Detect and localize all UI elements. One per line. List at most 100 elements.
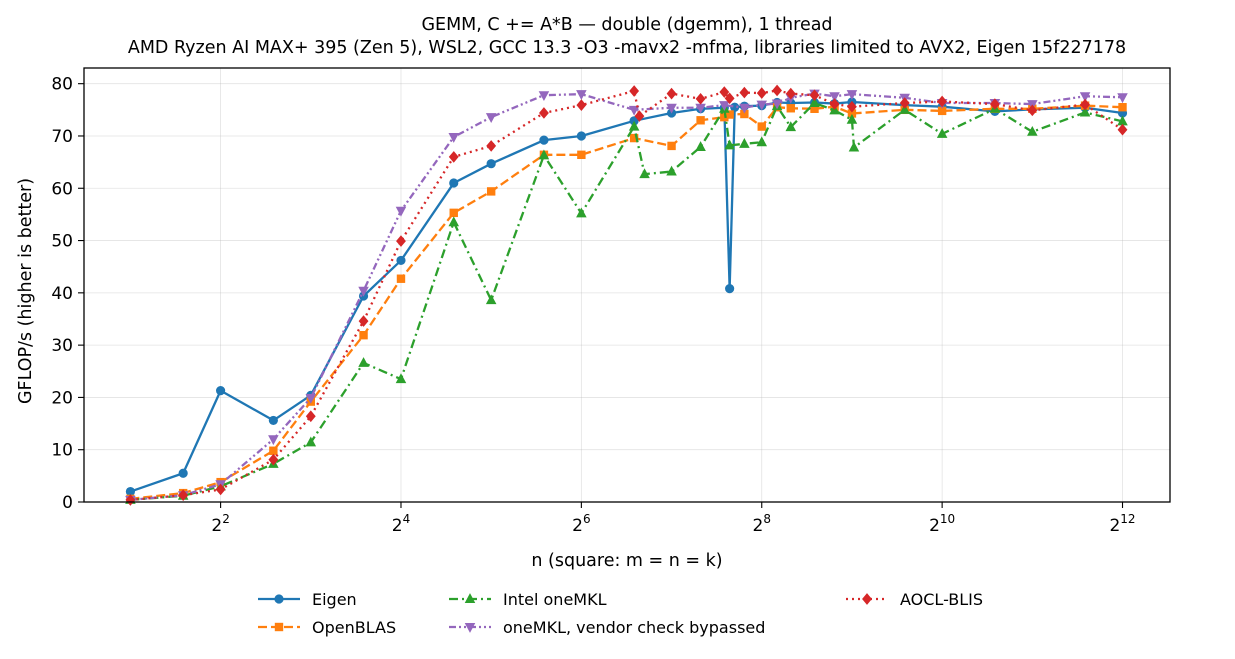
data-point — [666, 87, 677, 100]
y-tick-label: 80 — [51, 75, 73, 95]
data-point — [358, 315, 369, 327]
data-point — [899, 103, 910, 114]
data-point — [358, 357, 369, 367]
data-point — [724, 139, 735, 150]
data-point — [1080, 98, 1091, 111]
data-point — [539, 135, 549, 145]
legend-label: OpenBLAS — [312, 618, 396, 637]
legend-entry: OpenBLAS — [258, 618, 396, 637]
legend-marker — [274, 594, 284, 604]
data-point — [449, 178, 459, 188]
data-point — [639, 168, 650, 179]
x-tick-label: 212 — [1109, 512, 1135, 536]
data-point — [696, 116, 705, 125]
data-point — [629, 133, 639, 143]
legend-label: Intel oneMKL — [503, 590, 607, 609]
data-point — [629, 85, 640, 97]
data-point — [576, 90, 587, 100]
series-line — [130, 100, 1123, 493]
data-point — [719, 86, 730, 98]
data-point — [359, 330, 368, 340]
data-point — [846, 113, 858, 124]
data-point — [666, 165, 677, 176]
x-tick-label-base: 2 — [753, 516, 764, 536]
y-tick-label: 40 — [51, 284, 73, 304]
data-point — [757, 122, 766, 131]
x-tick-label-base: 2 — [211, 516, 222, 536]
legend-marker — [862, 593, 872, 605]
data-point — [305, 393, 317, 404]
data-point — [215, 483, 226, 496]
data-point — [739, 103, 750, 114]
data-point — [486, 159, 496, 169]
data-point — [305, 436, 317, 447]
x-tick-label: 28 — [753, 512, 771, 536]
series-3 — [125, 89, 1128, 506]
x-tick-label-exponent: 12 — [1120, 512, 1135, 526]
data-point — [725, 284, 735, 294]
data-point — [989, 98, 1000, 110]
data-point — [577, 150, 586, 159]
x-tick-label-exponent: 8 — [763, 512, 771, 526]
data-point — [937, 95, 948, 108]
data-point — [396, 235, 406, 247]
legend-entry: oneMKL, vendor check bypassed — [449, 618, 765, 637]
series-layer — [125, 84, 1128, 506]
y-tick-label: 70 — [51, 127, 73, 147]
data-point — [396, 274, 406, 283]
y-axis: 0 10 20 30 40 50 60 70 80 — [51, 75, 84, 513]
data-point — [305, 410, 316, 423]
data-point — [576, 207, 587, 218]
x-tick-label-exponent: 4 — [403, 512, 411, 526]
legend-entry: Eigen — [258, 590, 357, 609]
legend-label: Eigen — [312, 590, 357, 609]
y-tick-label: 20 — [51, 388, 73, 408]
data-point — [1117, 123, 1128, 136]
data-point — [448, 151, 459, 163]
data-point — [628, 120, 640, 131]
data-point — [448, 133, 460, 143]
x-axis-label: n (square: m = n = k) — [531, 551, 722, 571]
data-point — [695, 141, 706, 151]
data-point — [539, 107, 549, 119]
data-point — [538, 149, 550, 160]
series-1 — [126, 101, 1127, 504]
data-point — [358, 286, 369, 297]
x-axis: 22 24 26 28 210 212 — [211, 502, 1136, 536]
data-point — [628, 105, 640, 116]
data-point — [538, 91, 550, 102]
data-point — [1118, 103, 1127, 112]
data-point — [178, 468, 188, 478]
data-point — [485, 113, 497, 123]
data-point — [667, 141, 676, 151]
data-point — [576, 131, 586, 141]
series-line — [130, 101, 1123, 502]
legend-marker — [464, 623, 476, 633]
series-line — [130, 92, 1123, 502]
legend: Eigen OpenBLAS Intel oneMKL oneMKL, vendor … — [258, 590, 983, 637]
series-4 — [125, 84, 1128, 506]
data-point — [268, 435, 279, 446]
data-point — [786, 104, 795, 113]
data-point — [1117, 93, 1128, 104]
data-point — [1079, 106, 1091, 117]
data-point — [785, 121, 797, 132]
data-point — [936, 128, 948, 138]
legend-entry: Intel oneMKL — [449, 590, 607, 609]
data-point — [1079, 92, 1091, 103]
data-point — [216, 386, 226, 396]
data-point — [268, 453, 279, 466]
data-point — [1027, 104, 1038, 117]
data-point — [756, 100, 768, 111]
x-tick-label: 26 — [572, 512, 590, 536]
x-tick-label-exponent: 6 — [583, 512, 591, 526]
data-point — [739, 86, 750, 99]
series-line — [130, 89, 1124, 502]
data-point — [829, 92, 840, 103]
x-tick-label: 22 — [211, 512, 229, 536]
y-tick-label: 50 — [51, 232, 73, 252]
data-point — [772, 84, 782, 97]
x-tick-label-base: 2 — [392, 516, 403, 536]
